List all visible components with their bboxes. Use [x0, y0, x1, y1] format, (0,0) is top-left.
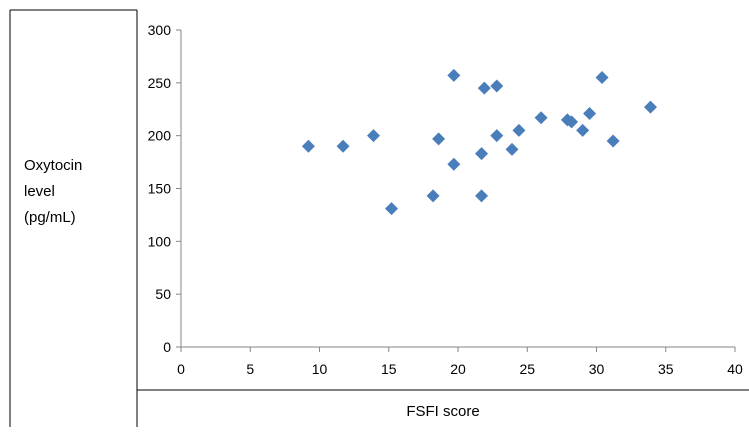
x-tick-label: 15 [381, 361, 397, 377]
data-point [583, 106, 597, 120]
data-point [534, 111, 548, 125]
y-tick-label: 0 [163, 339, 171, 355]
y-tick-label: 100 [148, 233, 172, 249]
data-point [447, 68, 461, 82]
data-point [475, 189, 489, 203]
axes-group: 0 50 100 150 200 250 300 0 5 10 15 20 25 30 35 40 [148, 22, 743, 377]
x-tick-label: 25 [519, 361, 535, 377]
data-point [512, 123, 526, 137]
y-axis-label-line-2: level [24, 183, 55, 200]
data-point [505, 142, 519, 156]
y-tick-label: 200 [148, 128, 172, 144]
y-tick-label: 250 [148, 75, 172, 91]
data-point [490, 129, 504, 143]
x-tick-label: 35 [658, 361, 674, 377]
data-point [301, 139, 315, 153]
x-axis-label: FSFI score [406, 403, 479, 420]
data-point [576, 123, 590, 137]
x-tick-label: 10 [312, 361, 328, 377]
data-point [606, 134, 620, 148]
data-point [447, 157, 461, 171]
data-point [644, 100, 658, 114]
data-point [595, 71, 609, 85]
x-tick-label: 30 [589, 361, 605, 377]
y-axis-label-line-1: Oxytocin [24, 157, 82, 174]
data-point [385, 202, 399, 216]
data-point [426, 189, 440, 203]
y-axis-label-line-3: (pg/mL) [24, 209, 76, 226]
x-tick-label: 20 [450, 361, 466, 377]
data-point [475, 147, 489, 161]
x-tick-label: 5 [246, 361, 254, 377]
data-point [477, 81, 491, 95]
data-point [367, 129, 381, 143]
y-tick-label: 50 [155, 286, 171, 302]
data-point [336, 139, 350, 153]
x-tick-label: 40 [727, 361, 743, 377]
data-point [565, 115, 579, 129]
points-group [301, 68, 658, 216]
y-tick-label: 300 [148, 22, 172, 38]
data-point [432, 132, 446, 146]
x-tick-label: 0 [177, 361, 185, 377]
y-tick-label: 150 [148, 181, 172, 197]
data-point [490, 79, 504, 93]
